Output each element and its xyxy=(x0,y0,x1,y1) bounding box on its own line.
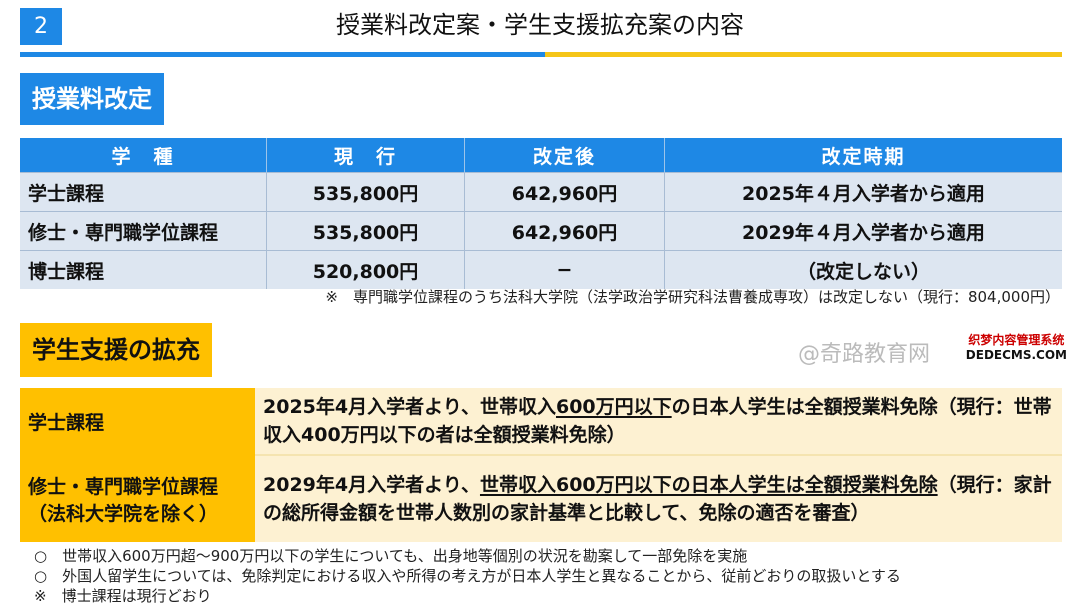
table-row: 学士課程 2025年4月入学者より、世帯収入600万円以下の日本人学生は全額授業… xyxy=(20,388,1062,455)
page-number: 2 xyxy=(20,8,62,45)
col-header: 現 行 xyxy=(266,138,465,173)
support-text: 2029年4月入学者より、世帯収入600万円以下の日本人学生は全額授業料免除（現… xyxy=(255,454,1062,542)
support-category: 修士・専門職学位課程 （法科大学院を除く） xyxy=(20,455,255,542)
table-row: 学士課程 535,800円 642,960円 2025年４月入学者から適用 xyxy=(20,172,1062,212)
table-cell: 535,800円 xyxy=(266,172,465,212)
support-text: 2025年4月入学者より、世帯収入600万円以下の日本人学生は全額授業料免除（現… xyxy=(255,388,1062,455)
table-cell: 642,960円 xyxy=(464,211,665,251)
support-category: 学士課程 xyxy=(20,388,255,455)
section-label-tuition: 授業料改定 xyxy=(20,73,164,125)
notes-list: ○ 世帯収入600万円超～900万円以下の学生についても、出身地等個別の状況を勘… xyxy=(20,546,1062,606)
watermark: @奇路教育网 xyxy=(797,342,930,367)
table-cell: − xyxy=(464,250,665,289)
table-cell: 学士課程 xyxy=(20,172,267,212)
note: ※ 博士課程は現行どおり xyxy=(34,587,212,605)
section-label-support: 学生支援の拡充 xyxy=(20,323,212,377)
table-row: 修士・専門職学位課程 535,800円 642,960円 2029年４月入学者から適用 xyxy=(20,211,1062,251)
table-cell: （改定しない） xyxy=(664,250,1062,289)
tuition-table: 学 種 現 行 改定後 改定時期 学士課程 535,800円 642,960円 202… xyxy=(20,138,1062,289)
site-watermark: 织梦内容管理系统 DEDECMS.COM xyxy=(962,332,1070,364)
table-cell: 博士課程 xyxy=(20,250,267,289)
table-row: 博士課程 520,800円 − （改定しない） xyxy=(20,250,1062,289)
table-cell: 642,960円 xyxy=(464,172,665,212)
col-header: 改定時期 xyxy=(664,138,1062,173)
divider-blue xyxy=(20,52,545,57)
tuition-footnote: ※ 専門職学位課程のうち法科大学院（法学政治学研究科法曹養成専攻）は改定しない（… xyxy=(325,288,1060,306)
table-cell: 520,800円 xyxy=(266,250,465,289)
page-title: 授業料改定案・学生支援拡充案の内容 xyxy=(336,11,744,39)
table-cell: 535,800円 xyxy=(266,211,465,251)
col-header: 改定後 xyxy=(464,138,665,173)
col-header: 学 種 xyxy=(20,138,267,173)
note: ○ 世帯収入600万円超～900万円以下の学生についても、出身地等個別の状況を勘… xyxy=(34,547,748,565)
divider-yellow xyxy=(545,52,1062,57)
table-cell: 2029年４月入学者から適用 xyxy=(664,211,1062,251)
table-cell: 2025年４月入学者から適用 xyxy=(664,172,1062,212)
support-block: 学士課程 2025年4月入学者より、世帯収入600万円以下の日本人学生は全額授業… xyxy=(20,388,1062,606)
note: ○ 外国人留学生については、免除判定における収入や所得の考え方が日本人学生と異な… xyxy=(34,567,901,585)
table-cell: 修士・専門職学位課程 xyxy=(20,211,267,251)
support-table: 学士課程 2025年4月入学者より、世帯収入600万円以下の日本人学生は全額授業… xyxy=(20,388,1062,542)
table-row: 修士・専門職学位課程 （法科大学院を除く） 2029年4月入学者より、世帯収入60… xyxy=(20,454,1062,542)
